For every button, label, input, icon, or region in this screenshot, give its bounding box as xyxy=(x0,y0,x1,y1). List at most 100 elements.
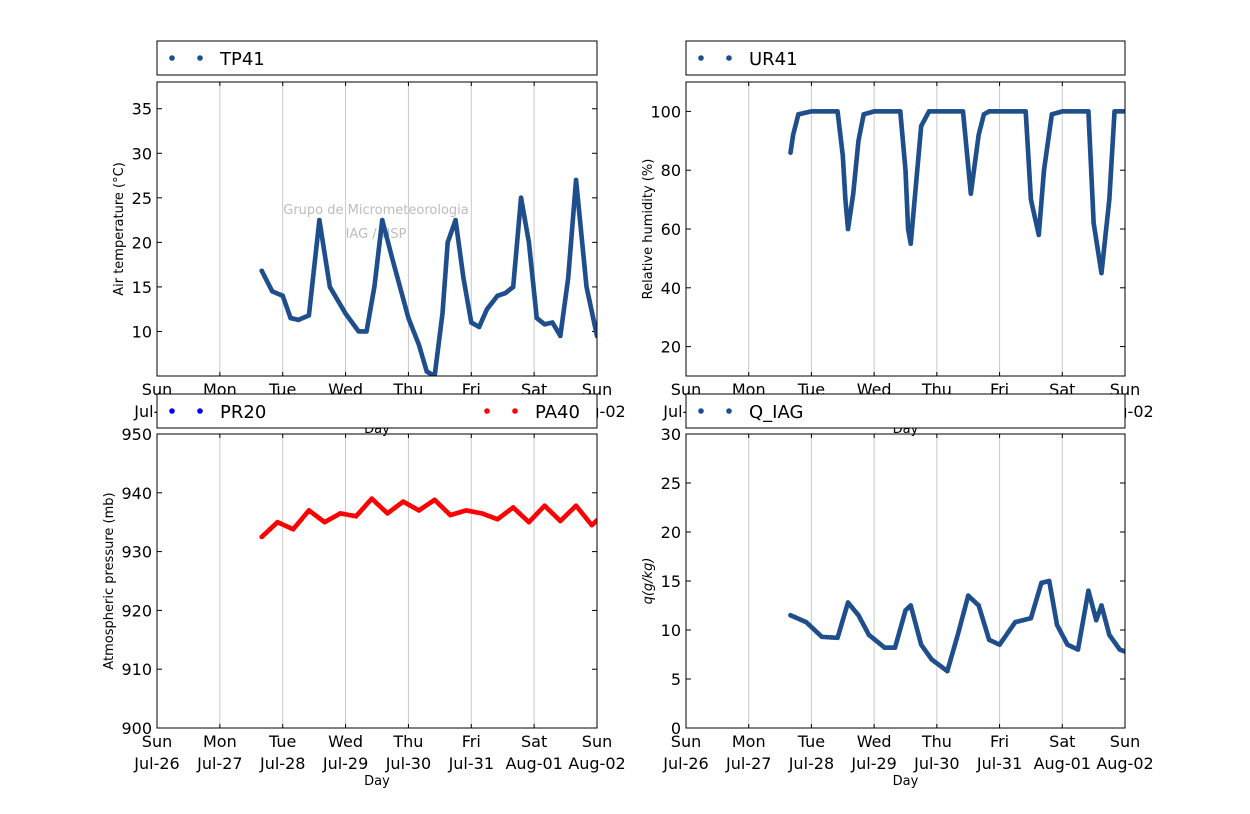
watermark-line-2: IAG / USP xyxy=(346,227,407,242)
x-tick-label-date: Jul-27 xyxy=(725,754,771,773)
y-tick-label: 40 xyxy=(661,279,681,298)
legend-box xyxy=(685,393,1126,429)
legend-marker xyxy=(726,55,732,61)
x-tick-label-date: Aug-01 xyxy=(505,754,562,773)
x-tick-label-date: Jul-27 xyxy=(196,754,242,773)
data-layer xyxy=(259,496,597,540)
x-tick-label-date: Jul-31 xyxy=(448,754,494,773)
x-tick-label-date: Jul-30 xyxy=(913,754,959,773)
legend-marker xyxy=(197,55,203,61)
x-tick-label-date: Jul-29 xyxy=(322,754,368,773)
y-tick-label: 20 xyxy=(661,338,681,357)
y-tick-label: 10 xyxy=(661,621,681,640)
y-tick-label: 25 xyxy=(661,474,681,493)
legend-label-ur41: UR41 xyxy=(749,49,798,70)
axes-frame xyxy=(156,81,598,377)
legend-label-q_iag: Q_IAG xyxy=(749,402,803,423)
x-tick-label-date: Aug-01 xyxy=(1034,754,1091,773)
x-axis-title: Day xyxy=(893,774,919,789)
x-tick-label-date: Aug-02 xyxy=(568,754,625,773)
data-layer xyxy=(259,177,597,376)
x-tick-label-day: Mon xyxy=(203,732,237,751)
x-tick-label-day: Wed xyxy=(857,732,892,751)
y-axis-title: Atmospheric pressure (mb) xyxy=(102,492,117,669)
y-tick-label: 930 xyxy=(121,543,152,562)
legend-box xyxy=(156,393,598,429)
x-tick-label-day: Tue xyxy=(797,732,825,751)
x-tick-label-date: Jul-28 xyxy=(259,754,305,773)
legend-box xyxy=(156,40,598,76)
legend-marker xyxy=(512,408,518,414)
y-tick-label: 15 xyxy=(661,572,681,591)
y-tick-label: 30 xyxy=(661,425,681,444)
y-tick-label: 35 xyxy=(132,100,152,119)
x-tick-label-day: Fri xyxy=(462,732,481,751)
axes-frame xyxy=(156,433,598,729)
x-tick-label-date: Jul-30 xyxy=(385,754,431,773)
x-tick-label-date: Jul-31 xyxy=(976,754,1022,773)
y-tick-label: 30 xyxy=(132,144,152,163)
y-tick-label: 10 xyxy=(132,322,152,341)
y-tick-label: 950 xyxy=(121,425,152,444)
y-tick-label: 100 xyxy=(650,102,681,121)
y-tick-label: 900 xyxy=(121,719,152,738)
subplot-specific_humidity: Sun Jul-26 Mon Jul-27 Tue Jul-28 Wed Jul-29 Thu J… xyxy=(641,393,1154,789)
y-axis-title: Air temperature (°C) xyxy=(112,162,127,296)
legend-box xyxy=(685,40,1126,76)
x-tick-label-day: Wed xyxy=(328,732,363,751)
data-point-pa40 xyxy=(594,518,597,523)
legend-marker xyxy=(726,408,732,414)
y-tick-label: 940 xyxy=(121,484,152,503)
y-tick-label: 20 xyxy=(132,233,152,252)
x-tick-label-date: Jul-29 xyxy=(850,754,896,773)
legend-marker xyxy=(484,408,490,414)
x-tick-label-day: Sun xyxy=(582,732,612,751)
watermark-line-1: Grupo de Micrometeorologia xyxy=(283,203,469,218)
data-point-q_iag xyxy=(1122,649,1125,654)
y-axis-title: q(g/kg) xyxy=(641,558,656,605)
legend-label-pa40: PA40 xyxy=(535,402,580,423)
y-tick-label: 80 xyxy=(661,161,681,180)
axes-frame xyxy=(685,81,1126,377)
x-tick-label-day: Sun xyxy=(671,732,701,751)
x-tick-label-day: Thu xyxy=(921,732,952,751)
y-tick-label: 60 xyxy=(661,220,681,239)
data-layer xyxy=(788,109,1125,276)
y-tick-label: 15 xyxy=(132,278,152,297)
x-tick-label-day: Sun xyxy=(142,732,172,751)
x-tick-label-day: Sun xyxy=(1110,732,1140,751)
legend-marker xyxy=(698,408,704,414)
y-axis-title: Relative humidity (%) xyxy=(641,159,656,300)
legend-marker xyxy=(197,408,203,414)
legend-label-tp41: TP41 xyxy=(219,49,265,70)
data-layer xyxy=(788,578,1125,674)
legend-marker xyxy=(698,55,704,61)
x-tick-label-day: Fri xyxy=(990,732,1009,751)
y-tick-label: 5 xyxy=(671,670,681,689)
y-tick-label: 25 xyxy=(132,189,152,208)
x-tick-label-date: Jul-26 xyxy=(662,754,708,773)
x-tick-label-day: Tue xyxy=(268,732,296,751)
x-tick-label-day: Sat xyxy=(521,732,547,751)
y-tick-label: 910 xyxy=(121,660,152,679)
x-tick-label-day: Sat xyxy=(1049,732,1075,751)
x-tick-label-date: Aug-02 xyxy=(1096,754,1153,773)
x-axis-title: Day xyxy=(364,774,390,789)
subplot-humidity: SunJul-26MonJul-27TueJul-28WedJul-29ThuJ… xyxy=(641,40,1154,437)
legend-marker xyxy=(169,55,175,61)
y-tick-label: 0 xyxy=(671,719,681,738)
data-point-tp41 xyxy=(594,333,597,339)
subplot-pressure: Sun Jul-26 Mon Jul-27 Tue Jul-28 Wed Jul-29 Thu J… xyxy=(102,393,626,789)
y-tick-label: 920 xyxy=(121,601,152,620)
legend-marker xyxy=(169,408,175,414)
x-tick-label-date: Jul-26 xyxy=(133,754,179,773)
x-tick-label-date: Jul-28 xyxy=(788,754,834,773)
legend-label-pr20: PR20 xyxy=(220,402,266,423)
data-point-ur41 xyxy=(1122,109,1125,114)
x-tick-label-day: Mon xyxy=(732,732,766,751)
axes-frame xyxy=(685,433,1126,729)
y-tick-label: 20 xyxy=(661,523,681,542)
x-tick-label-day: Thu xyxy=(392,732,423,751)
